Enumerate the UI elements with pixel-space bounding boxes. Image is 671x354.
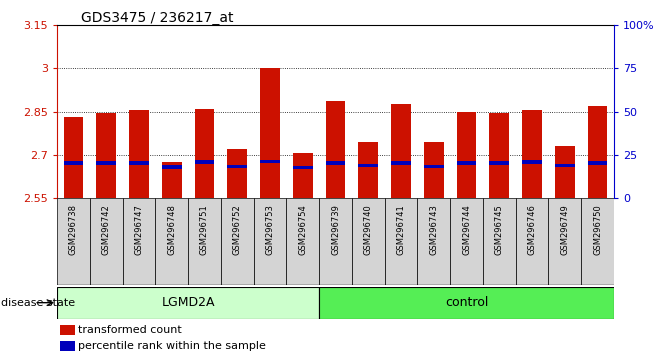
Bar bbox=[64, 161, 83, 165]
Bar bbox=[97, 113, 116, 198]
Bar bbox=[293, 153, 313, 198]
Bar bbox=[221, 198, 254, 285]
Bar bbox=[489, 161, 509, 165]
Bar bbox=[588, 106, 607, 198]
Text: GSM296748: GSM296748 bbox=[167, 204, 176, 255]
Text: GSM296750: GSM296750 bbox=[593, 204, 602, 255]
Bar bbox=[450, 198, 483, 285]
Text: GSM296749: GSM296749 bbox=[560, 204, 569, 255]
Bar bbox=[155, 198, 188, 285]
Bar bbox=[325, 161, 346, 165]
Text: percentile rank within the sample: percentile rank within the sample bbox=[79, 341, 266, 351]
Text: GSM296754: GSM296754 bbox=[298, 204, 307, 255]
Bar bbox=[129, 161, 149, 165]
Bar bbox=[391, 104, 411, 198]
Bar bbox=[352, 198, 384, 285]
Bar bbox=[391, 161, 411, 165]
Text: GSM296743: GSM296743 bbox=[429, 204, 438, 255]
Text: GSM296746: GSM296746 bbox=[527, 204, 537, 255]
Bar bbox=[123, 198, 155, 285]
Bar bbox=[325, 101, 346, 198]
Bar bbox=[260, 160, 280, 163]
Bar bbox=[60, 325, 74, 335]
Text: GDS3475 / 236217_at: GDS3475 / 236217_at bbox=[81, 11, 234, 25]
Text: LGMD2A: LGMD2A bbox=[161, 296, 215, 309]
Bar bbox=[548, 198, 581, 285]
Bar bbox=[483, 198, 516, 285]
Text: GSM296744: GSM296744 bbox=[462, 204, 471, 255]
Bar bbox=[417, 198, 450, 285]
Bar bbox=[260, 68, 280, 198]
Bar bbox=[424, 142, 444, 198]
Bar bbox=[588, 161, 607, 165]
Text: GSM296738: GSM296738 bbox=[69, 204, 78, 255]
Bar bbox=[358, 164, 378, 167]
Bar bbox=[319, 198, 352, 285]
Bar bbox=[555, 164, 574, 167]
Bar bbox=[227, 149, 247, 198]
Text: GSM296753: GSM296753 bbox=[266, 204, 274, 255]
Text: GSM296751: GSM296751 bbox=[200, 204, 209, 255]
Bar bbox=[358, 142, 378, 198]
Bar bbox=[57, 287, 319, 319]
Text: GSM296741: GSM296741 bbox=[397, 204, 405, 255]
Bar bbox=[195, 160, 214, 164]
Bar bbox=[188, 198, 221, 285]
Bar bbox=[457, 112, 476, 198]
Bar bbox=[162, 162, 182, 198]
Bar bbox=[254, 198, 287, 285]
Bar bbox=[424, 165, 444, 168]
Text: control: control bbox=[445, 296, 488, 309]
Bar bbox=[581, 198, 614, 285]
Text: GSM296752: GSM296752 bbox=[233, 204, 242, 255]
Bar bbox=[90, 198, 123, 285]
Bar bbox=[60, 341, 74, 351]
Text: GSM296747: GSM296747 bbox=[134, 204, 144, 255]
Bar bbox=[287, 198, 319, 285]
Bar bbox=[227, 165, 247, 168]
Bar bbox=[457, 161, 476, 165]
Bar bbox=[162, 165, 182, 169]
Text: GSM296745: GSM296745 bbox=[495, 204, 504, 255]
Bar bbox=[555, 146, 574, 198]
Bar bbox=[129, 110, 149, 198]
Text: GSM296739: GSM296739 bbox=[331, 204, 340, 255]
Bar bbox=[384, 198, 417, 285]
Bar bbox=[522, 160, 542, 164]
Bar bbox=[97, 161, 116, 165]
Text: GSM296742: GSM296742 bbox=[102, 204, 111, 255]
Bar bbox=[319, 287, 614, 319]
Bar bbox=[516, 198, 548, 285]
Bar bbox=[64, 117, 83, 198]
Text: disease state: disease state bbox=[1, 298, 75, 308]
Bar bbox=[489, 113, 509, 198]
Bar bbox=[195, 109, 214, 198]
Bar bbox=[57, 198, 90, 285]
Bar bbox=[522, 110, 542, 198]
Text: GSM296740: GSM296740 bbox=[364, 204, 373, 255]
Text: transformed count: transformed count bbox=[79, 325, 183, 335]
Bar bbox=[293, 166, 313, 169]
